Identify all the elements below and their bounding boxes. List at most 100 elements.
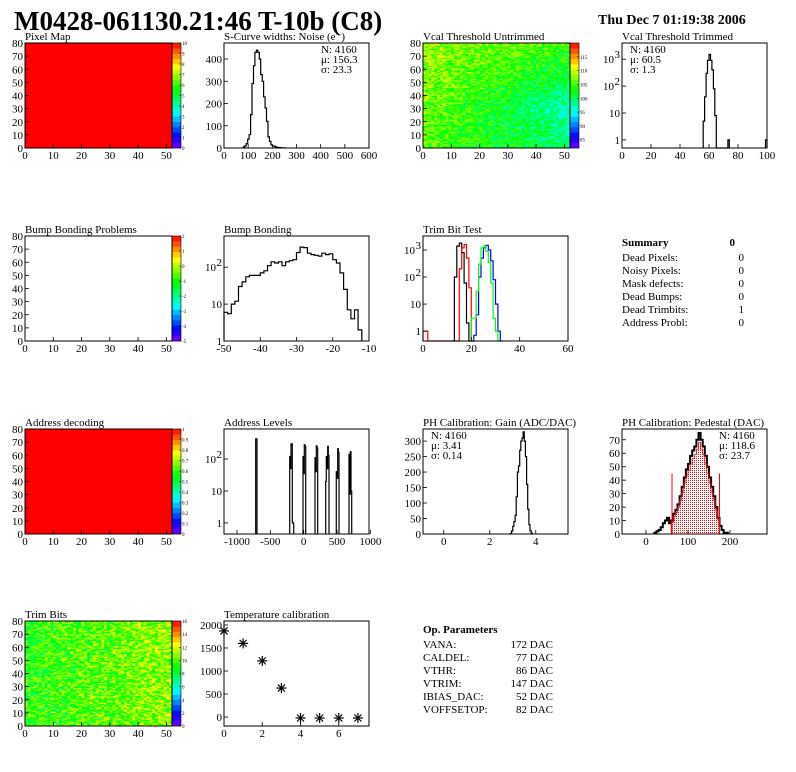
heatmap-cell bbox=[482, 43, 486, 45]
heatmap-cell bbox=[423, 132, 427, 134]
heatmap-cell bbox=[488, 125, 492, 128]
heatmap-cell bbox=[471, 58, 475, 61]
heatmap-cell bbox=[502, 121, 506, 124]
heatmap-cell bbox=[479, 111, 483, 113]
stats-line: σ: 23.7 bbox=[719, 450, 750, 462]
heatmap-cell bbox=[493, 57, 497, 60]
heatmap-cell bbox=[502, 94, 506, 96]
heatmap-cell bbox=[437, 57, 441, 60]
heatmap-cell bbox=[431, 136, 435, 138]
heatmap-cell bbox=[428, 123, 432, 125]
heatmap-cell bbox=[476, 56, 480, 58]
heatmap-cell bbox=[493, 115, 497, 117]
heatmap-cell bbox=[502, 120, 506, 123]
heatmap-cell bbox=[499, 67, 503, 70]
heatmap-cell bbox=[437, 71, 441, 74]
heatmap-cell bbox=[488, 128, 492, 130]
heatmap-cell bbox=[434, 73, 438, 75]
heatmap-cell bbox=[462, 140, 466, 142]
heatmap-cell bbox=[428, 120, 432, 123]
heatmap-cell bbox=[462, 83, 466, 86]
palette-swatch bbox=[172, 95, 181, 102]
y-tick-label: 40 bbox=[12, 91, 24, 103]
heatmap-cell bbox=[504, 106, 509, 108]
heatmap-cell bbox=[462, 104, 466, 107]
heatmap-cell bbox=[439, 108, 444, 111]
heatmap-cell bbox=[465, 136, 469, 138]
heatmap-cell bbox=[485, 73, 489, 75]
heatmap-cell bbox=[499, 79, 503, 82]
heatmap-cell bbox=[482, 57, 486, 60]
heatmap-cell bbox=[462, 98, 466, 100]
heatmap-cell bbox=[448, 125, 452, 128]
heatmap-cell bbox=[451, 78, 455, 81]
y-tick-label: 60 bbox=[12, 257, 24, 269]
heatmap-cell bbox=[459, 125, 463, 128]
heatmap-cell bbox=[473, 50, 478, 53]
heatmap-cell bbox=[465, 52, 469, 54]
heatmap-cell bbox=[428, 117, 432, 120]
heatmap-cell bbox=[490, 90, 494, 92]
heatmap-cell bbox=[462, 117, 466, 120]
heatmap-cell bbox=[454, 116, 458, 119]
heatmap-cell bbox=[456, 85, 461, 87]
heatmap-cell bbox=[442, 129, 446, 132]
heatmap-cell bbox=[479, 112, 483, 115]
heatmap-cell bbox=[473, 71, 478, 74]
heatmap-cell bbox=[451, 77, 455, 79]
heatmap-cell bbox=[488, 90, 492, 92]
heatmap-cell bbox=[479, 60, 483, 62]
heatmap-cell bbox=[423, 85, 427, 87]
palette-swatch bbox=[172, 236, 181, 242]
heatmap-cell bbox=[431, 144, 435, 146]
heatmap-cell bbox=[462, 102, 466, 104]
heatmap-cell bbox=[439, 119, 444, 121]
heatmap-cell bbox=[454, 98, 458, 100]
heatmap-cell bbox=[423, 79, 427, 82]
heatmap-cell bbox=[465, 65, 469, 67]
heatmap-cell bbox=[488, 83, 492, 86]
heatmap-cell bbox=[451, 64, 455, 66]
heatmap-cell bbox=[434, 86, 438, 88]
heatmap-cell bbox=[468, 128, 472, 130]
heatmap-cell bbox=[476, 54, 480, 57]
heatmap-cell bbox=[499, 71, 503, 74]
heatmap-cell bbox=[434, 121, 438, 124]
heatmap-cell bbox=[462, 124, 466, 126]
heatmap-cell bbox=[493, 125, 497, 128]
heatmap-cell bbox=[479, 102, 483, 104]
heatmap-cell bbox=[493, 54, 497, 57]
heatmap-cell bbox=[502, 56, 506, 58]
heatmap-cell bbox=[439, 123, 444, 125]
heatmap-cell bbox=[476, 62, 480, 65]
heatmap-cell bbox=[425, 60, 429, 62]
heatmap-cell bbox=[496, 123, 500, 125]
heatmap-cell bbox=[485, 50, 489, 53]
heatmap-cell bbox=[428, 67, 432, 70]
heatmap-cell bbox=[454, 109, 458, 112]
heatmap-cell bbox=[431, 109, 435, 112]
palette-tick-label: 4 bbox=[182, 105, 185, 110]
heatmap-cell bbox=[462, 99, 466, 102]
heatmap-cell bbox=[434, 57, 438, 60]
heatmap-cell bbox=[468, 50, 472, 53]
palette-swatch bbox=[172, 74, 181, 81]
heatmap-cell bbox=[496, 124, 500, 126]
heatmap-cell bbox=[493, 62, 497, 65]
heatmap-cell bbox=[428, 121, 432, 124]
heatmap-cell bbox=[428, 88, 432, 91]
histogram-series bbox=[223, 246, 363, 341]
heatmap-cell bbox=[445, 90, 449, 92]
heatmap-cell bbox=[493, 87, 497, 90]
heatmap-cell bbox=[431, 77, 435, 79]
heatmap-cell bbox=[434, 142, 438, 145]
heatmap-cell bbox=[425, 140, 429, 142]
heatmap-cell bbox=[431, 79, 435, 82]
heatmap-cell bbox=[479, 98, 483, 100]
heatmap-cell bbox=[499, 124, 503, 126]
heatmap-cell bbox=[439, 54, 444, 57]
heatmap-cell bbox=[488, 134, 492, 137]
heatmap-cell bbox=[485, 121, 489, 124]
palette-swatch bbox=[570, 137, 579, 144]
